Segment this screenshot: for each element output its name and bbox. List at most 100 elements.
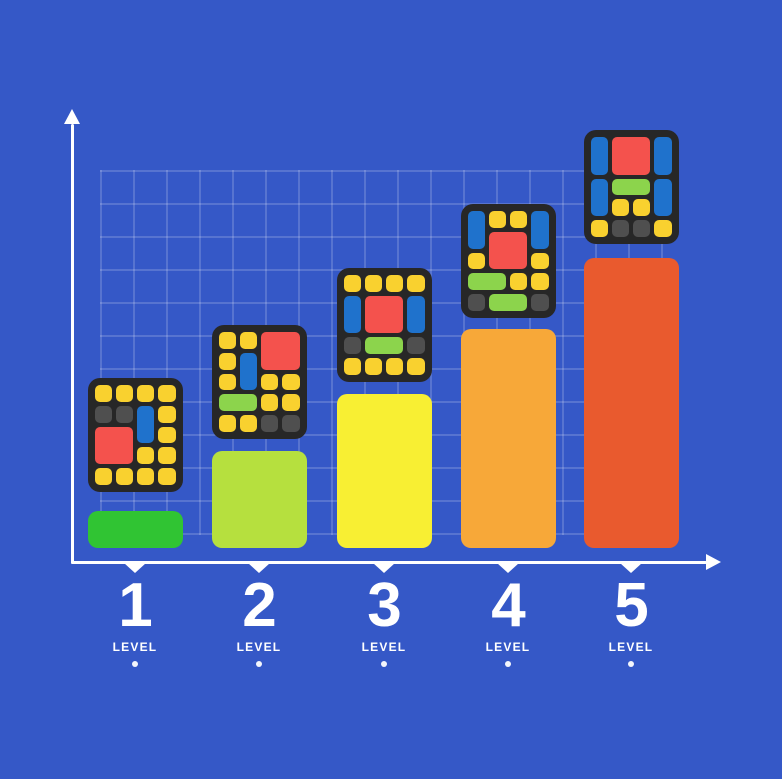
axis-pointer-icon: [620, 563, 642, 573]
yellow-tile: [115, 468, 133, 485]
y-axis-line: [71, 124, 74, 564]
level-number: 5: [614, 571, 648, 640]
yellow-tile: [364, 275, 382, 292]
yellow-tile: [239, 415, 257, 432]
level-label-group: 2 LEVEL: [209, 571, 309, 667]
level-caption: LEVEL: [112, 639, 158, 654]
green-tile: [488, 294, 528, 311]
level-bar: [583, 258, 679, 548]
yellow-tile: [343, 358, 361, 375]
red-tile: [611, 137, 651, 175]
yellow-tile: [510, 211, 528, 228]
blue-tile: [137, 405, 155, 444]
yellow-tile: [261, 373, 279, 391]
gray-tile: [531, 294, 549, 311]
level-caption: LEVEL: [361, 639, 407, 654]
yellow-tile: [282, 394, 300, 412]
green-tile: [218, 394, 257, 412]
yellow-tile: [531, 273, 549, 291]
level-bar: [460, 329, 556, 548]
level-label-group: 4 LEVEL: [458, 571, 558, 667]
yellow-tile: [158, 468, 176, 485]
yellow-tile: [386, 275, 404, 292]
yellow-tile: [654, 220, 672, 237]
yellow-tile: [364, 358, 382, 375]
green-tile: [611, 178, 651, 196]
yellow-tile: [218, 415, 236, 432]
level-caption: LEVEL: [608, 639, 654, 654]
yellow-tile: [158, 385, 176, 402]
blue-tile: [343, 295, 361, 334]
yellow-tile: [633, 199, 651, 217]
yellow-tile: [531, 252, 549, 270]
red-tile: [364, 295, 404, 334]
yellow-tile: [137, 447, 155, 465]
level-dot: [132, 660, 138, 667]
level-bar: [211, 451, 307, 548]
yellow-tile: [467, 252, 485, 270]
level-dot: [505, 660, 511, 667]
level-board-icon: [583, 130, 679, 244]
level-dot: [628, 660, 634, 667]
yellow-tile: [94, 468, 112, 485]
gray-tile: [261, 415, 279, 432]
y-axis-arrow-icon: [64, 109, 80, 124]
blue-tile: [239, 352, 257, 391]
yellow-tile: [386, 358, 404, 375]
green-tile: [364, 337, 404, 355]
yellow-tile: [158, 405, 176, 423]
gray-tile: [343, 337, 361, 355]
level-label-group: 5 LEVEL: [581, 571, 681, 667]
yellow-tile: [343, 275, 361, 292]
gray-tile: [282, 415, 300, 432]
level-board-icon: [211, 325, 307, 439]
yellow-tile: [218, 352, 236, 370]
blue-tile: [407, 295, 425, 334]
level-dot: [381, 660, 387, 667]
red-tile: [261, 332, 300, 370]
level-number: 3: [367, 571, 401, 640]
yellow-tile: [407, 275, 425, 292]
level-number: 4: [491, 571, 525, 640]
level-label-group: 1 LEVEL: [85, 571, 185, 667]
yellow-tile: [137, 385, 155, 402]
yellow-tile: [510, 273, 528, 291]
yellow-tile: [611, 199, 629, 217]
axis-pointer-icon: [373, 563, 395, 573]
green-tile: [467, 273, 506, 291]
blue-tile: [590, 137, 608, 175]
level-caption: LEVEL: [236, 639, 282, 654]
yellow-tile: [218, 332, 236, 349]
level-bar: [336, 394, 432, 548]
gray-tile: [115, 405, 133, 423]
level-number: 1: [118, 571, 152, 640]
gray-tile: [467, 294, 485, 311]
level-board-icon: [87, 378, 183, 492]
blue-tile: [654, 137, 672, 175]
level-label-group: 3 LEVEL: [334, 571, 434, 667]
level-bar: [87, 511, 183, 548]
yellow-tile: [94, 385, 112, 402]
yellow-tile: [115, 385, 133, 402]
yellow-tile: [137, 468, 155, 485]
level-number: 2: [242, 571, 276, 640]
blue-tile: [654, 178, 672, 217]
axis-pointer-icon: [248, 563, 270, 573]
red-tile: [94, 426, 133, 465]
yellow-tile: [158, 426, 176, 444]
level-board-icon: [460, 204, 556, 318]
x-axis-line: [71, 561, 707, 564]
yellow-tile: [488, 211, 506, 228]
blue-tile: [531, 211, 549, 249]
blue-tile: [467, 211, 485, 249]
yellow-tile: [407, 358, 425, 375]
yellow-tile: [239, 332, 257, 349]
gray-tile: [611, 220, 629, 237]
axis-pointer-icon: [497, 563, 519, 573]
gray-tile: [633, 220, 651, 237]
yellow-tile: [218, 373, 236, 391]
level-caption: LEVEL: [485, 639, 531, 654]
level-dot: [256, 660, 262, 667]
yellow-tile: [158, 447, 176, 465]
